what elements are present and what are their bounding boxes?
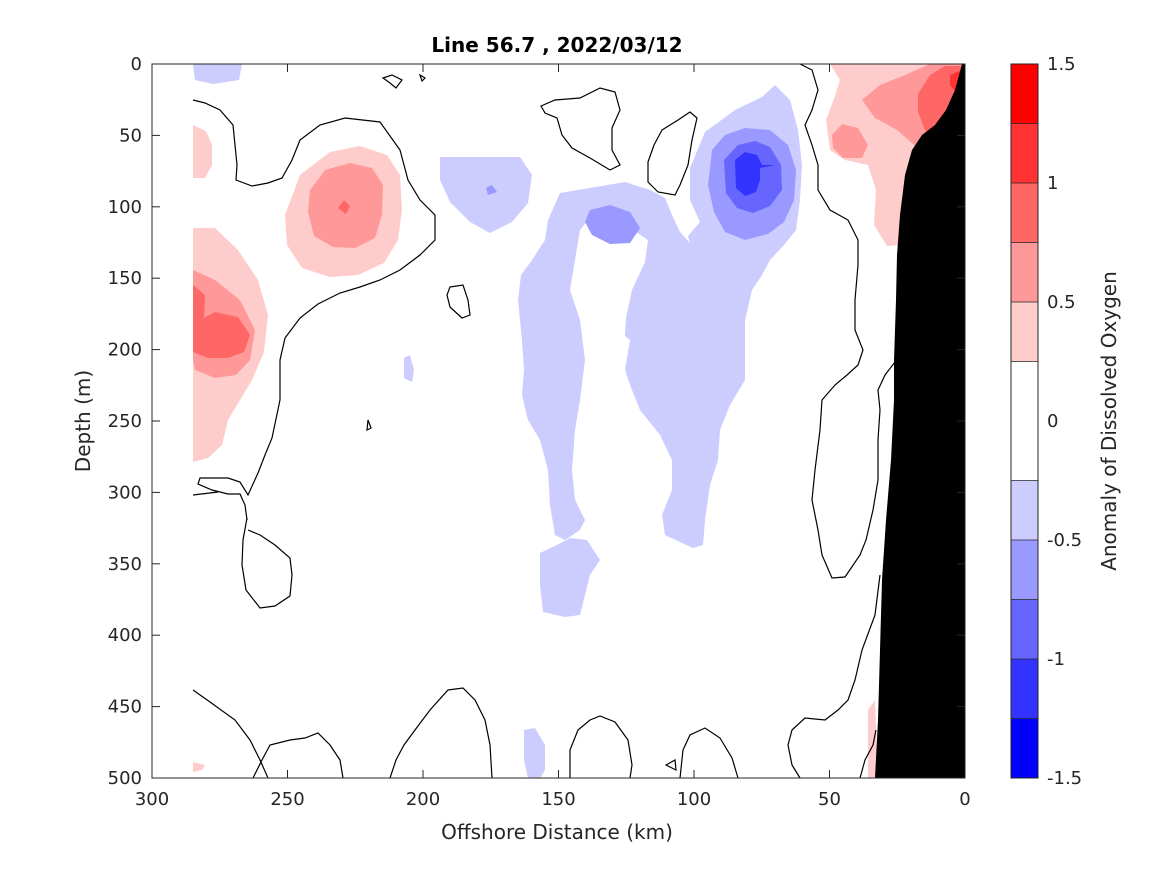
- colorbar-segment: [1011, 540, 1038, 600]
- colorbar-tick-label: 0: [1047, 411, 1058, 432]
- colorbar-tick-label: 0.5: [1047, 292, 1076, 313]
- colorbar-tick-label: -1: [1047, 649, 1065, 670]
- y-tick-label: 500: [108, 768, 142, 789]
- x-axis-label: Offshore Distance (km): [441, 820, 673, 844]
- colorbar-frame: [1010, 63, 1039, 779]
- y-tick-label: 0: [131, 54, 142, 75]
- colorbar-tick-label: -0.5: [1047, 530, 1082, 551]
- colorbar-tick-label: 1.5: [1047, 54, 1076, 75]
- y-axis: 0 50 100 150 200 250 300 350 400 450 500: [108, 54, 965, 789]
- colorbar-segment: [1011, 183, 1038, 243]
- y-tick-label: 450: [108, 697, 142, 718]
- x-tick-label: 150: [541, 789, 575, 810]
- colorbar-segment: [1011, 361, 1038, 481]
- y-tick-label: 150: [108, 268, 142, 289]
- y-axis-label: Depth (m): [71, 370, 95, 472]
- x-tick-label: 50: [818, 789, 841, 810]
- negative-anomaly-core: [735, 152, 775, 196]
- chart-title: Line 56.7 , 2022/03/12: [431, 33, 682, 57]
- y-tick-label: 250: [108, 411, 142, 432]
- x-tick-label: 250: [270, 789, 304, 810]
- colorbar-segment: [1011, 123, 1038, 183]
- y-tick-label: 300: [108, 482, 142, 503]
- bathymetry-mask: [875, 64, 965, 778]
- colorbar-segment: [1011, 659, 1038, 719]
- x-tick-label: 200: [406, 789, 440, 810]
- x-tick-label: 300: [135, 789, 169, 810]
- x-tick-label: 100: [677, 789, 711, 810]
- contour-plot-area: [151, 63, 966, 779]
- y-tick-label: 100: [108, 197, 142, 218]
- colorbar-tick-label: -1.5: [1047, 768, 1082, 789]
- colorbar-label: Anomaly of Dissolved Oxygen: [1097, 271, 1121, 571]
- colorbar-segment: [1011, 718, 1038, 778]
- y-tick-label: 400: [108, 625, 142, 646]
- zero-contour-lines: [192, 63, 901, 779]
- y-tick-label: 200: [108, 340, 142, 361]
- colorbar-tick-label: 1: [1047, 173, 1058, 194]
- y-tick-label: 350: [108, 554, 142, 575]
- colorbar-segment: [1011, 64, 1038, 124]
- colorbar-segment: [1011, 599, 1038, 659]
- x-axis: 300 250 200 150 100 50 0: [135, 64, 971, 810]
- y-tick-label: 50: [119, 125, 142, 146]
- colorbar-segment: [1011, 302, 1038, 362]
- colorbar: 1.5 1 0.5 0 -0.5 -1 -1.5: [1010, 54, 1082, 789]
- colorbar-segment: [1011, 480, 1038, 540]
- colorbar-segment: [1011, 242, 1038, 302]
- x-tick-label: 0: [959, 789, 970, 810]
